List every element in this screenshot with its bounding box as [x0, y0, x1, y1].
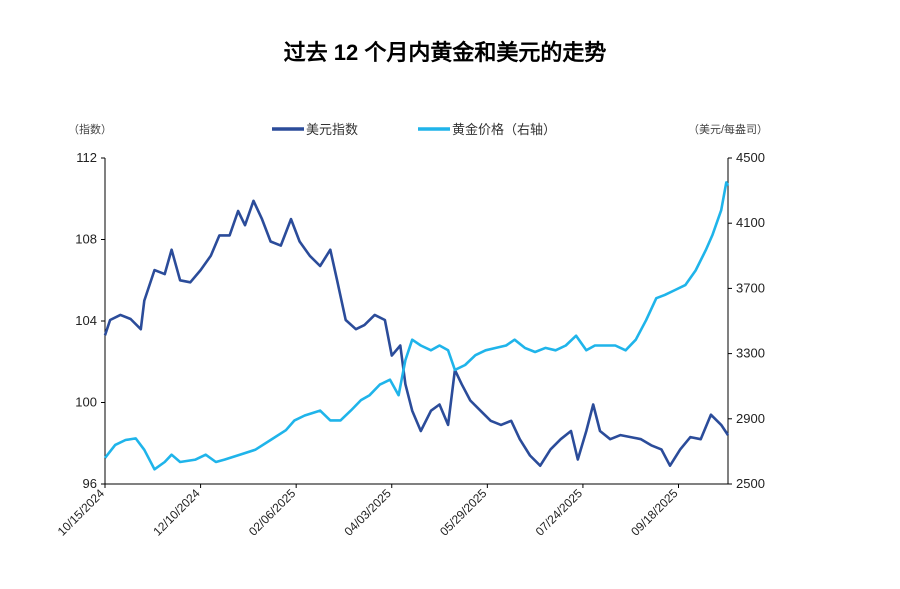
left-tick-label: 100 — [75, 395, 97, 410]
x-tick-label: 02/06/2025 — [246, 486, 299, 539]
series-line-gold-price — [103, 181, 730, 471]
right-tick-label: 2500 — [736, 476, 765, 491]
right-tick-label: 3700 — [736, 280, 765, 295]
x-tick-label: 05/29/2025 — [437, 486, 490, 539]
x-tick-label: 07/24/2025 — [533, 486, 586, 539]
right-tick-label: 4100 — [736, 215, 765, 230]
legend: 美元指数 黄金价格（右轴） — [272, 122, 556, 137]
right-tick-label: 2900 — [736, 411, 765, 426]
x-tick-label: 10/15/2024 — [55, 486, 108, 539]
x-tick-label: 09/18/2025 — [628, 486, 681, 539]
left-tick-label: 96 — [83, 476, 97, 491]
right-tick-label: 3300 — [736, 346, 765, 361]
x-tick-label: 04/03/2025 — [342, 486, 395, 539]
left-tick-label: 108 — [75, 232, 97, 247]
series-line-dollar-index — [103, 199, 730, 468]
left-axis-unit: （指数） — [68, 122, 112, 136]
legend-label: 黄金价格（右轴） — [452, 122, 556, 137]
series-lines — [103, 181, 730, 471]
left-tick-label: 112 — [76, 150, 97, 165]
right-tick-label: 4500 — [736, 150, 765, 165]
right-axis-unit: （美元/每盎司） — [688, 122, 768, 136]
chart-title: 过去 12 个月内黄金和美元的走势 — [284, 40, 607, 65]
x-tick-label: 12/10/2024 — [150, 486, 203, 539]
left-tick-label: 104 — [75, 313, 97, 328]
legend-label: 美元指数 — [306, 122, 358, 137]
